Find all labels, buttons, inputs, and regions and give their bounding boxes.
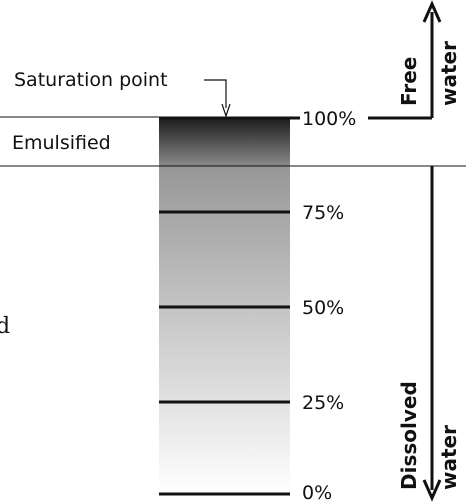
saturation-pointer-arrowhead-icon <box>221 103 231 118</box>
free-water-label-line2: water <box>437 41 461 106</box>
free-water-label-line1: Free <box>397 57 421 106</box>
partial-edge-text: d <box>0 314 10 339</box>
dissolved-water-arrowhead-icon <box>422 479 442 502</box>
percent-label-100: 100% <box>302 108 356 130</box>
emulsified-zone <box>159 117 290 166</box>
dissolved-water-label-line2: water <box>437 425 461 490</box>
percent-label-0: 0% <box>302 482 332 502</box>
emulsified-label: Emulsified <box>12 132 111 154</box>
saturation-point-label: Saturation point <box>14 69 168 91</box>
saturation-leader-line <box>204 79 227 108</box>
percent-label-75: 75% <box>302 202 344 224</box>
dissolved-zone <box>159 166 290 494</box>
percent-label-25: 25% <box>302 392 344 414</box>
free-water-arrowhead-icon <box>422 0 442 23</box>
dissolved-water-label-line1: Dissolved <box>397 381 421 490</box>
percent-label-50: 50% <box>302 297 344 319</box>
